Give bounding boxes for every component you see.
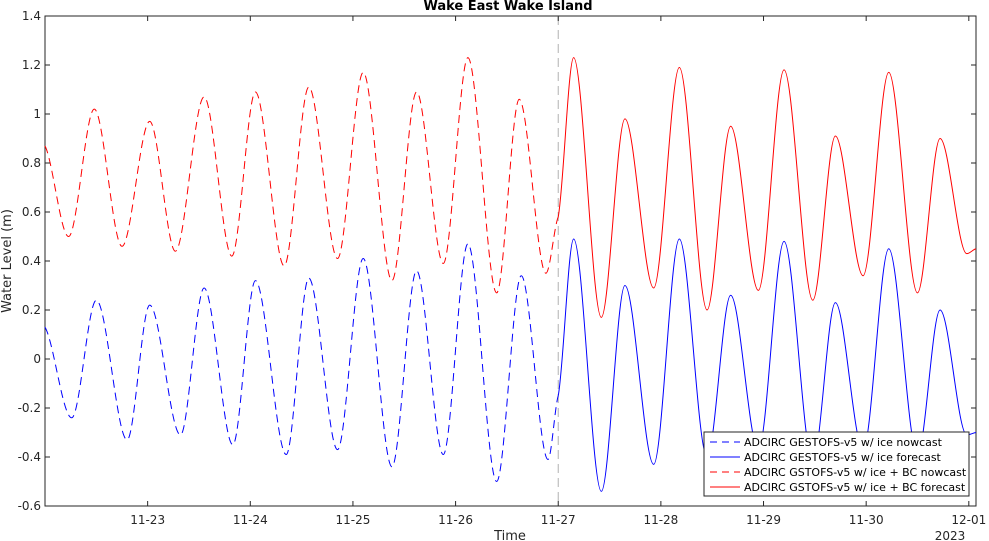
y-tick-label: 0 (33, 352, 41, 366)
y-tick-label: 0.4 (22, 254, 41, 268)
x-tick-label: 11-28 (643, 513, 678, 527)
y-tick-label: -0.4 (18, 450, 41, 464)
x-tick-label: 11-27 (541, 513, 576, 527)
x-axis-label: Time (493, 529, 526, 541)
y-tick-label: 0.6 (22, 205, 41, 219)
series-red-nowcast (44, 57, 559, 294)
x-tick-label: 11-30 (849, 513, 884, 527)
legend-entry-label: ADCIRC GSTOFS-v5 w/ ice + BC forecast (744, 481, 966, 494)
plot-area (44, 15, 977, 507)
y-tick-label: 1.2 (22, 58, 41, 72)
x-axis-year-label: 2023 (935, 529, 966, 541)
legend: ADCIRC GESTOFS-v5 w/ ice nowcast ADCIRC G… (703, 431, 970, 497)
legend-box (703, 431, 970, 497)
series-blue-nowcast (44, 243, 559, 483)
x-tick-label: 11-23 (130, 513, 165, 527)
y-tick-label: 0.2 (22, 303, 41, 317)
x-tick-label: 12-01 (951, 513, 986, 527)
y-axis-label: Water Level (m) (0, 209, 15, 313)
y-tick-label: 1.4 (22, 9, 41, 23)
legend-entry-label: ADCIRC GESTOFS-v5 w/ ice nowcast (744, 436, 943, 449)
x-tick-label: 11-29 (746, 513, 781, 527)
y-tick-label: 0.8 (22, 156, 41, 170)
x-tick-label: 11-26 (438, 513, 473, 527)
y-tick-label: -0.6 (18, 499, 41, 513)
legend-entry-label: ADCIRC GESTOFS-v5 w/ ice forecast (744, 451, 942, 464)
series-red-forecast (557, 57, 977, 318)
y-tick-label: 1 (33, 107, 41, 121)
chart-title: Wake East Wake Island (423, 0, 592, 14)
x-tick-label: 11-25 (336, 513, 371, 527)
y-tick-label: -0.2 (18, 401, 41, 415)
x-tick-label: 11-24 (233, 513, 268, 527)
legend-entry-label: ADCIRC GSTOFS-v5 w/ ice + BC nowcast (744, 466, 967, 479)
